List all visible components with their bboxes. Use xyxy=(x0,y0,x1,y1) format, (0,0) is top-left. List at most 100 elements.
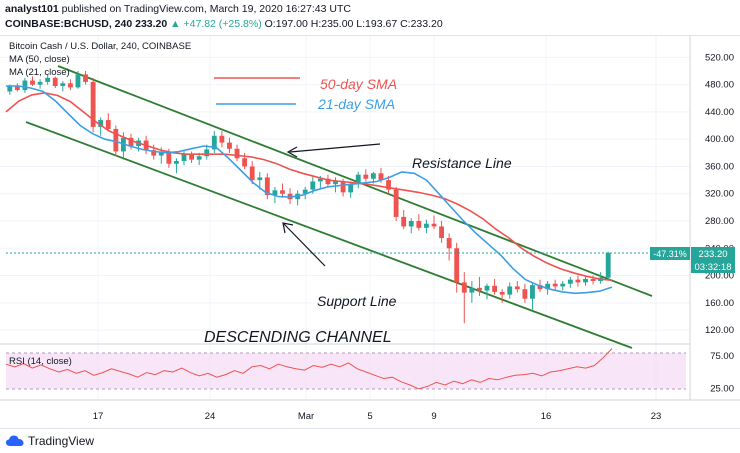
candle-body xyxy=(264,177,270,196)
ma21-legend[interactable]: MA (21, close) xyxy=(9,67,70,78)
candle-body xyxy=(280,190,285,194)
candle-body xyxy=(522,289,528,299)
candle-body xyxy=(567,279,573,284)
candle-body xyxy=(151,150,157,156)
candle-body xyxy=(90,81,96,127)
candle-body xyxy=(393,189,399,217)
rsi-band xyxy=(6,353,686,389)
candle-body xyxy=(211,135,217,150)
candle-body xyxy=(537,285,543,290)
ma50-line xyxy=(5,91,613,282)
support-arrowhead xyxy=(282,222,294,234)
candle-body xyxy=(196,156,202,160)
channel-label: DESCENDING CHANNEL xyxy=(204,329,392,346)
candle-body xyxy=(67,83,73,88)
candle-body xyxy=(189,154,195,160)
footer: TradingView xyxy=(0,428,740,453)
y-tick-label: 480.00 xyxy=(705,80,734,91)
candle-body xyxy=(386,180,391,190)
chart-header: analyst101 published on TradingView.com,… xyxy=(0,0,740,36)
candle-body xyxy=(469,287,475,293)
grid-lines xyxy=(0,36,690,400)
candle-body xyxy=(461,282,467,293)
y-tick-label: 120.00 xyxy=(705,325,734,336)
candle-body xyxy=(257,177,263,181)
price-axis[interactable]: 520.00 480.00 440.00 400.00 360.00 320.00 280.… xyxy=(705,52,734,336)
candle-body xyxy=(484,285,490,291)
time-axis[interactable]: 17 24 Mar 5 9 16 23 xyxy=(93,411,662,422)
rsi-axis: 75.00 25.00 xyxy=(710,351,734,395)
resistance-arrow xyxy=(289,143,381,153)
candle-body xyxy=(408,221,414,227)
candle-body xyxy=(83,74,88,82)
sma21-annotation: 21-day SMA xyxy=(317,96,395,112)
candle-body xyxy=(204,149,210,157)
sma50-annotation: 50-day SMA xyxy=(320,76,397,92)
x-tick-label: 23 xyxy=(651,411,662,422)
price-tag-text: 233.20 xyxy=(698,249,727,260)
candle-body xyxy=(378,173,384,181)
candle-body xyxy=(310,181,316,190)
candle-body xyxy=(583,278,588,283)
candle-body xyxy=(75,74,81,88)
rsi-legend[interactable]: RSI (14, close) xyxy=(9,356,72,367)
y-tick-label: 360.00 xyxy=(705,161,734,172)
candle-body xyxy=(181,154,187,161)
x-tick-label: 16 xyxy=(541,411,552,422)
support-trendline[interactable] xyxy=(25,121,633,349)
y-tick-label: 160.00 xyxy=(705,298,734,309)
candle-body xyxy=(575,279,581,283)
price-tag: -47.31% 233.20 03:32:18 xyxy=(650,247,735,273)
candle-body xyxy=(370,173,376,179)
candle-body xyxy=(37,81,43,85)
x-tick-label: 24 xyxy=(205,411,216,422)
arrow-annotations xyxy=(214,77,381,267)
y-tick-label: 440.00 xyxy=(705,107,734,118)
candle-body xyxy=(363,174,369,179)
candle-body xyxy=(431,223,437,227)
pct-tag-text: -47.31% xyxy=(653,249,687,259)
candle-body xyxy=(317,178,323,182)
pct-tag xyxy=(650,247,690,260)
symbol-info: COINBASE:BCHUSD, 240 233.20 ▲ +47.82 (+2… xyxy=(5,18,443,30)
resistance-arrowhead xyxy=(286,146,298,158)
candle-body xyxy=(439,226,444,239)
y-tick-label: 320.00 xyxy=(705,189,734,200)
resistance-label: Resistance Line xyxy=(412,155,512,171)
candle-body xyxy=(605,252,611,278)
candle-body xyxy=(30,80,35,85)
tradingview-logo[interactable]: TradingView xyxy=(6,434,94,448)
candle-body xyxy=(174,161,179,164)
candle-body xyxy=(499,291,505,295)
tradingview-cloud-icon xyxy=(6,435,24,446)
candle-body xyxy=(416,221,422,228)
candle-body xyxy=(348,184,354,193)
ma50-legend[interactable]: MA (50, close) xyxy=(9,54,70,65)
candle-body xyxy=(234,148,240,159)
candle-body xyxy=(166,151,172,164)
y-tick-label: 400.00 xyxy=(705,134,734,145)
ohlc-values: O:197.00 H:235.00 L:193.67 C:233.20 xyxy=(264,18,443,30)
x-tick-label: 5 xyxy=(367,411,372,422)
publisher-name[interactable]: analyst101 xyxy=(5,3,59,15)
published-text: published on TradingView.com, March 19, … xyxy=(61,3,351,15)
tradingview-brand: TradingView xyxy=(28,434,95,448)
resistance-trendline[interactable] xyxy=(57,65,653,297)
timer-text: 03:32:18 xyxy=(695,262,732,273)
candle-body xyxy=(401,216,407,227)
x-tick-label: 17 xyxy=(93,411,104,422)
candle-body xyxy=(530,285,535,299)
y-tick-label: 200.00 xyxy=(705,271,734,282)
candle-body xyxy=(302,189,308,194)
rsi-tick-label: 75.00 xyxy=(710,351,734,362)
candle-body xyxy=(22,80,28,91)
candle-body xyxy=(227,142,232,149)
candle-body xyxy=(98,120,104,127)
candle-body xyxy=(158,151,164,156)
price-chart[interactable]: 50-day SMA 21-day SMA Resistance Line Su… xyxy=(0,36,740,428)
y-tick-label: 520.00 xyxy=(705,52,734,63)
rsi-tick-label: 25.00 xyxy=(710,383,734,394)
candle-body xyxy=(60,83,66,86)
candle-body xyxy=(454,248,460,283)
price-tag-box xyxy=(691,247,735,260)
